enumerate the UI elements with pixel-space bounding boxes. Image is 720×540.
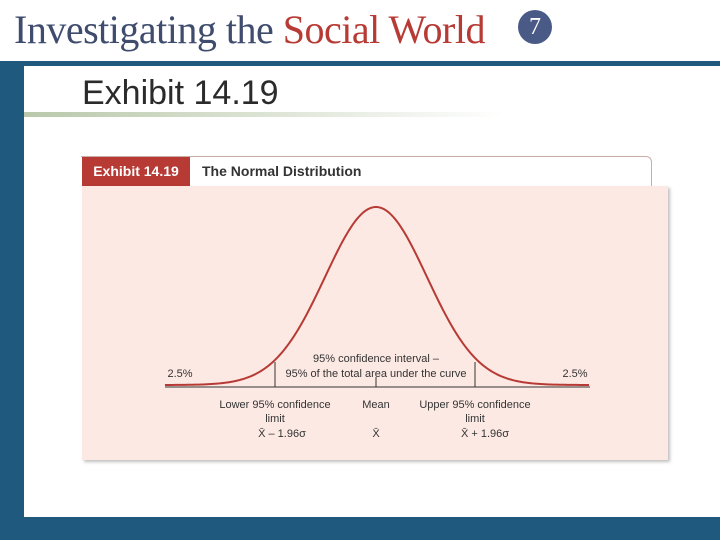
interval-label-line2: 95% of the total area under the curve (285, 368, 466, 380)
book-title-part2: Social World (282, 7, 486, 52)
upper-limit-label-line1: Upper 95% confidence (419, 399, 530, 411)
exhibit-caption: The Normal Distribution (202, 163, 362, 179)
upper-limit-formula: X̄ + 1.96σ (461, 427, 509, 440)
exhibit-frame (81, 156, 652, 187)
lower-limit-label-line2: limit (265, 413, 285, 425)
title-underline (24, 112, 504, 117)
edition-badge: 7 (518, 10, 552, 44)
left-accent-bar (0, 66, 24, 540)
lower-limit-label-line1: Lower 95% confidence (219, 399, 330, 411)
slide-title: Exhibit 14.19 (82, 74, 279, 112)
figure-panel (82, 186, 668, 460)
header-banner: Investigating the Social World 7 (0, 0, 720, 62)
mean-label: Mean (362, 399, 390, 411)
header-rule (0, 61, 720, 66)
book-title-part1: Investigating the (14, 7, 283, 52)
lower-limit-formula: X̄ – 1.96σ (258, 427, 306, 440)
footer-bar (24, 517, 720, 540)
interval-label-line1: 95% confidence interval – (313, 353, 440, 365)
upper-limit-label-line2: limit (465, 413, 485, 425)
mean-symbol: X̄ (372, 427, 380, 440)
left-tail-percent: 2.5% (167, 368, 192, 380)
bell-curve (164, 206, 589, 386)
book-title: Investigating the Social World (14, 4, 485, 56)
exhibit-tab: Exhibit 14.19 (82, 157, 190, 186)
right-tail-percent: 2.5% (562, 368, 587, 380)
